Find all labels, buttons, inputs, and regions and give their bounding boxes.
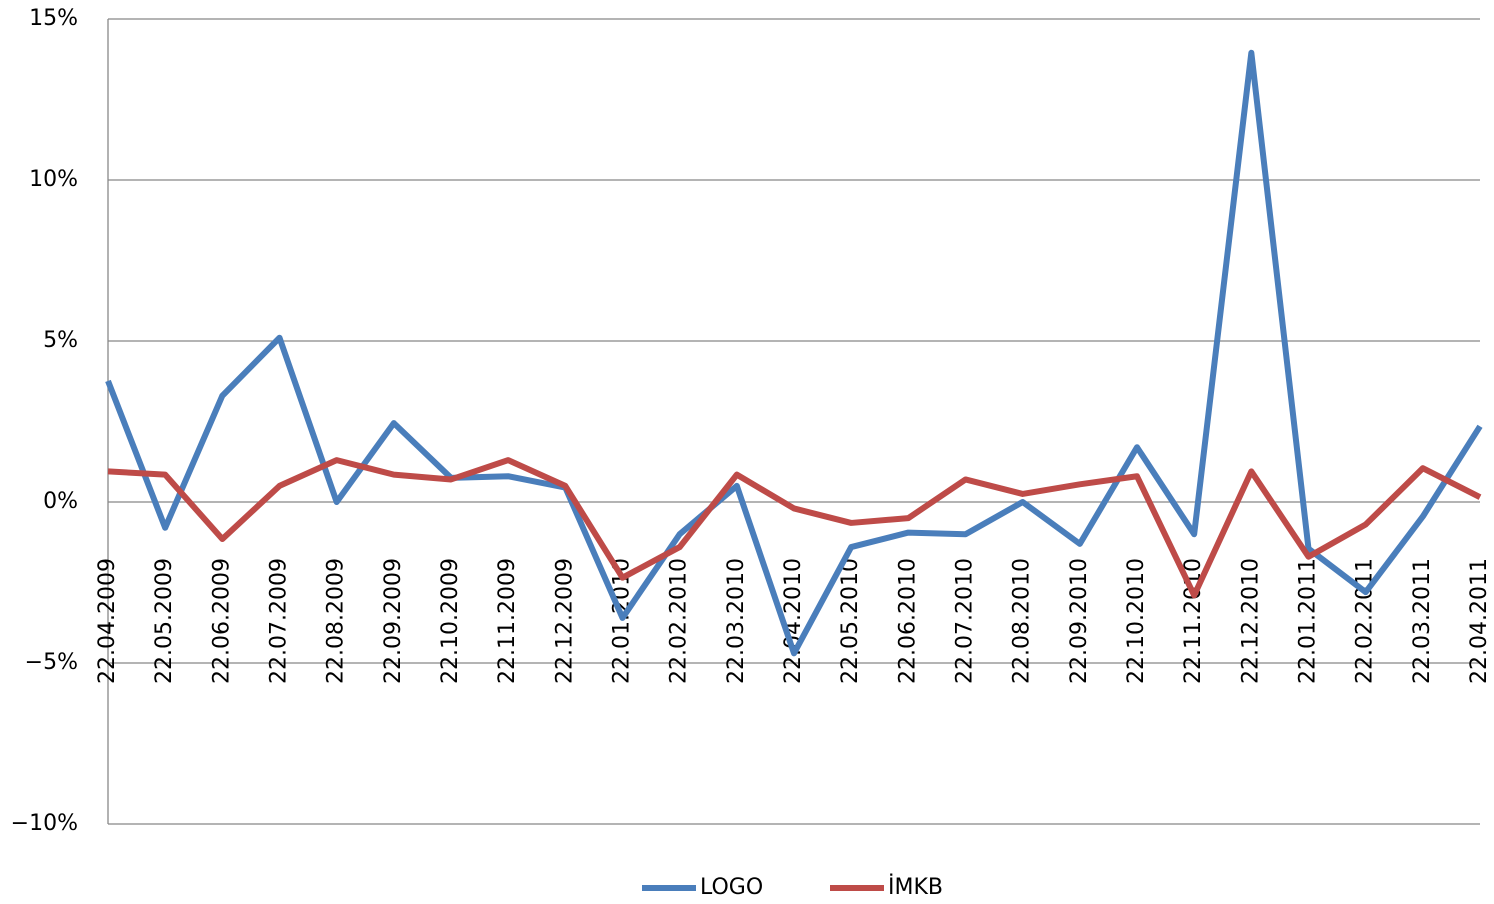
x-tick-label: 22.09.2010 [1067,558,1092,684]
x-tick-label: 22.06.2009 [209,558,234,684]
x-tick-label: 22.03.2010 [724,558,749,684]
legend-label: İMKB [888,874,943,900]
x-tick-label: 22.02.2010 [667,558,692,684]
x-tick-label: 22.04.2011 [1467,558,1492,684]
y-tick-label: −10% [11,811,78,836]
x-tick-label: 22.07.2010 [953,558,978,684]
x-tick-label: 22.03.2011 [1410,558,1435,684]
x-tick-label: 22.10.2009 [438,558,463,684]
x-tick-label: 22.04.2009 [95,558,120,684]
x-tick-label: 22.06.2010 [895,558,920,684]
line-series [105,49,1483,657]
y-tick-label: −5% [25,650,78,675]
x-tick-label: 22.10.2010 [1124,558,1149,684]
y-tick-label: 0% [43,489,78,514]
y-tick-label: 5% [43,328,78,353]
x-tick-label: 22.01.2011 [1296,558,1321,684]
x-tick-label: 22.09.2009 [381,558,406,684]
x-tick-label: 22.12.2010 [1238,558,1263,684]
x-tick-label: 22.08.2010 [1010,558,1035,684]
x-tick-label: 22.07.2009 [267,558,292,684]
x-tick-label: 22.12.2009 [552,558,577,684]
line-series [107,457,1482,599]
legend-label: LOGO [700,875,763,900]
y-tick-label: 10% [29,167,78,192]
x-tick-label: 22.08.2009 [324,558,349,684]
x-tick-label: 22.11.2009 [495,558,520,684]
x-tick-label: 22.05.2009 [152,558,177,684]
y-tick-label: 15% [29,6,78,31]
x-tick-label: 22.05.2010 [838,558,863,684]
